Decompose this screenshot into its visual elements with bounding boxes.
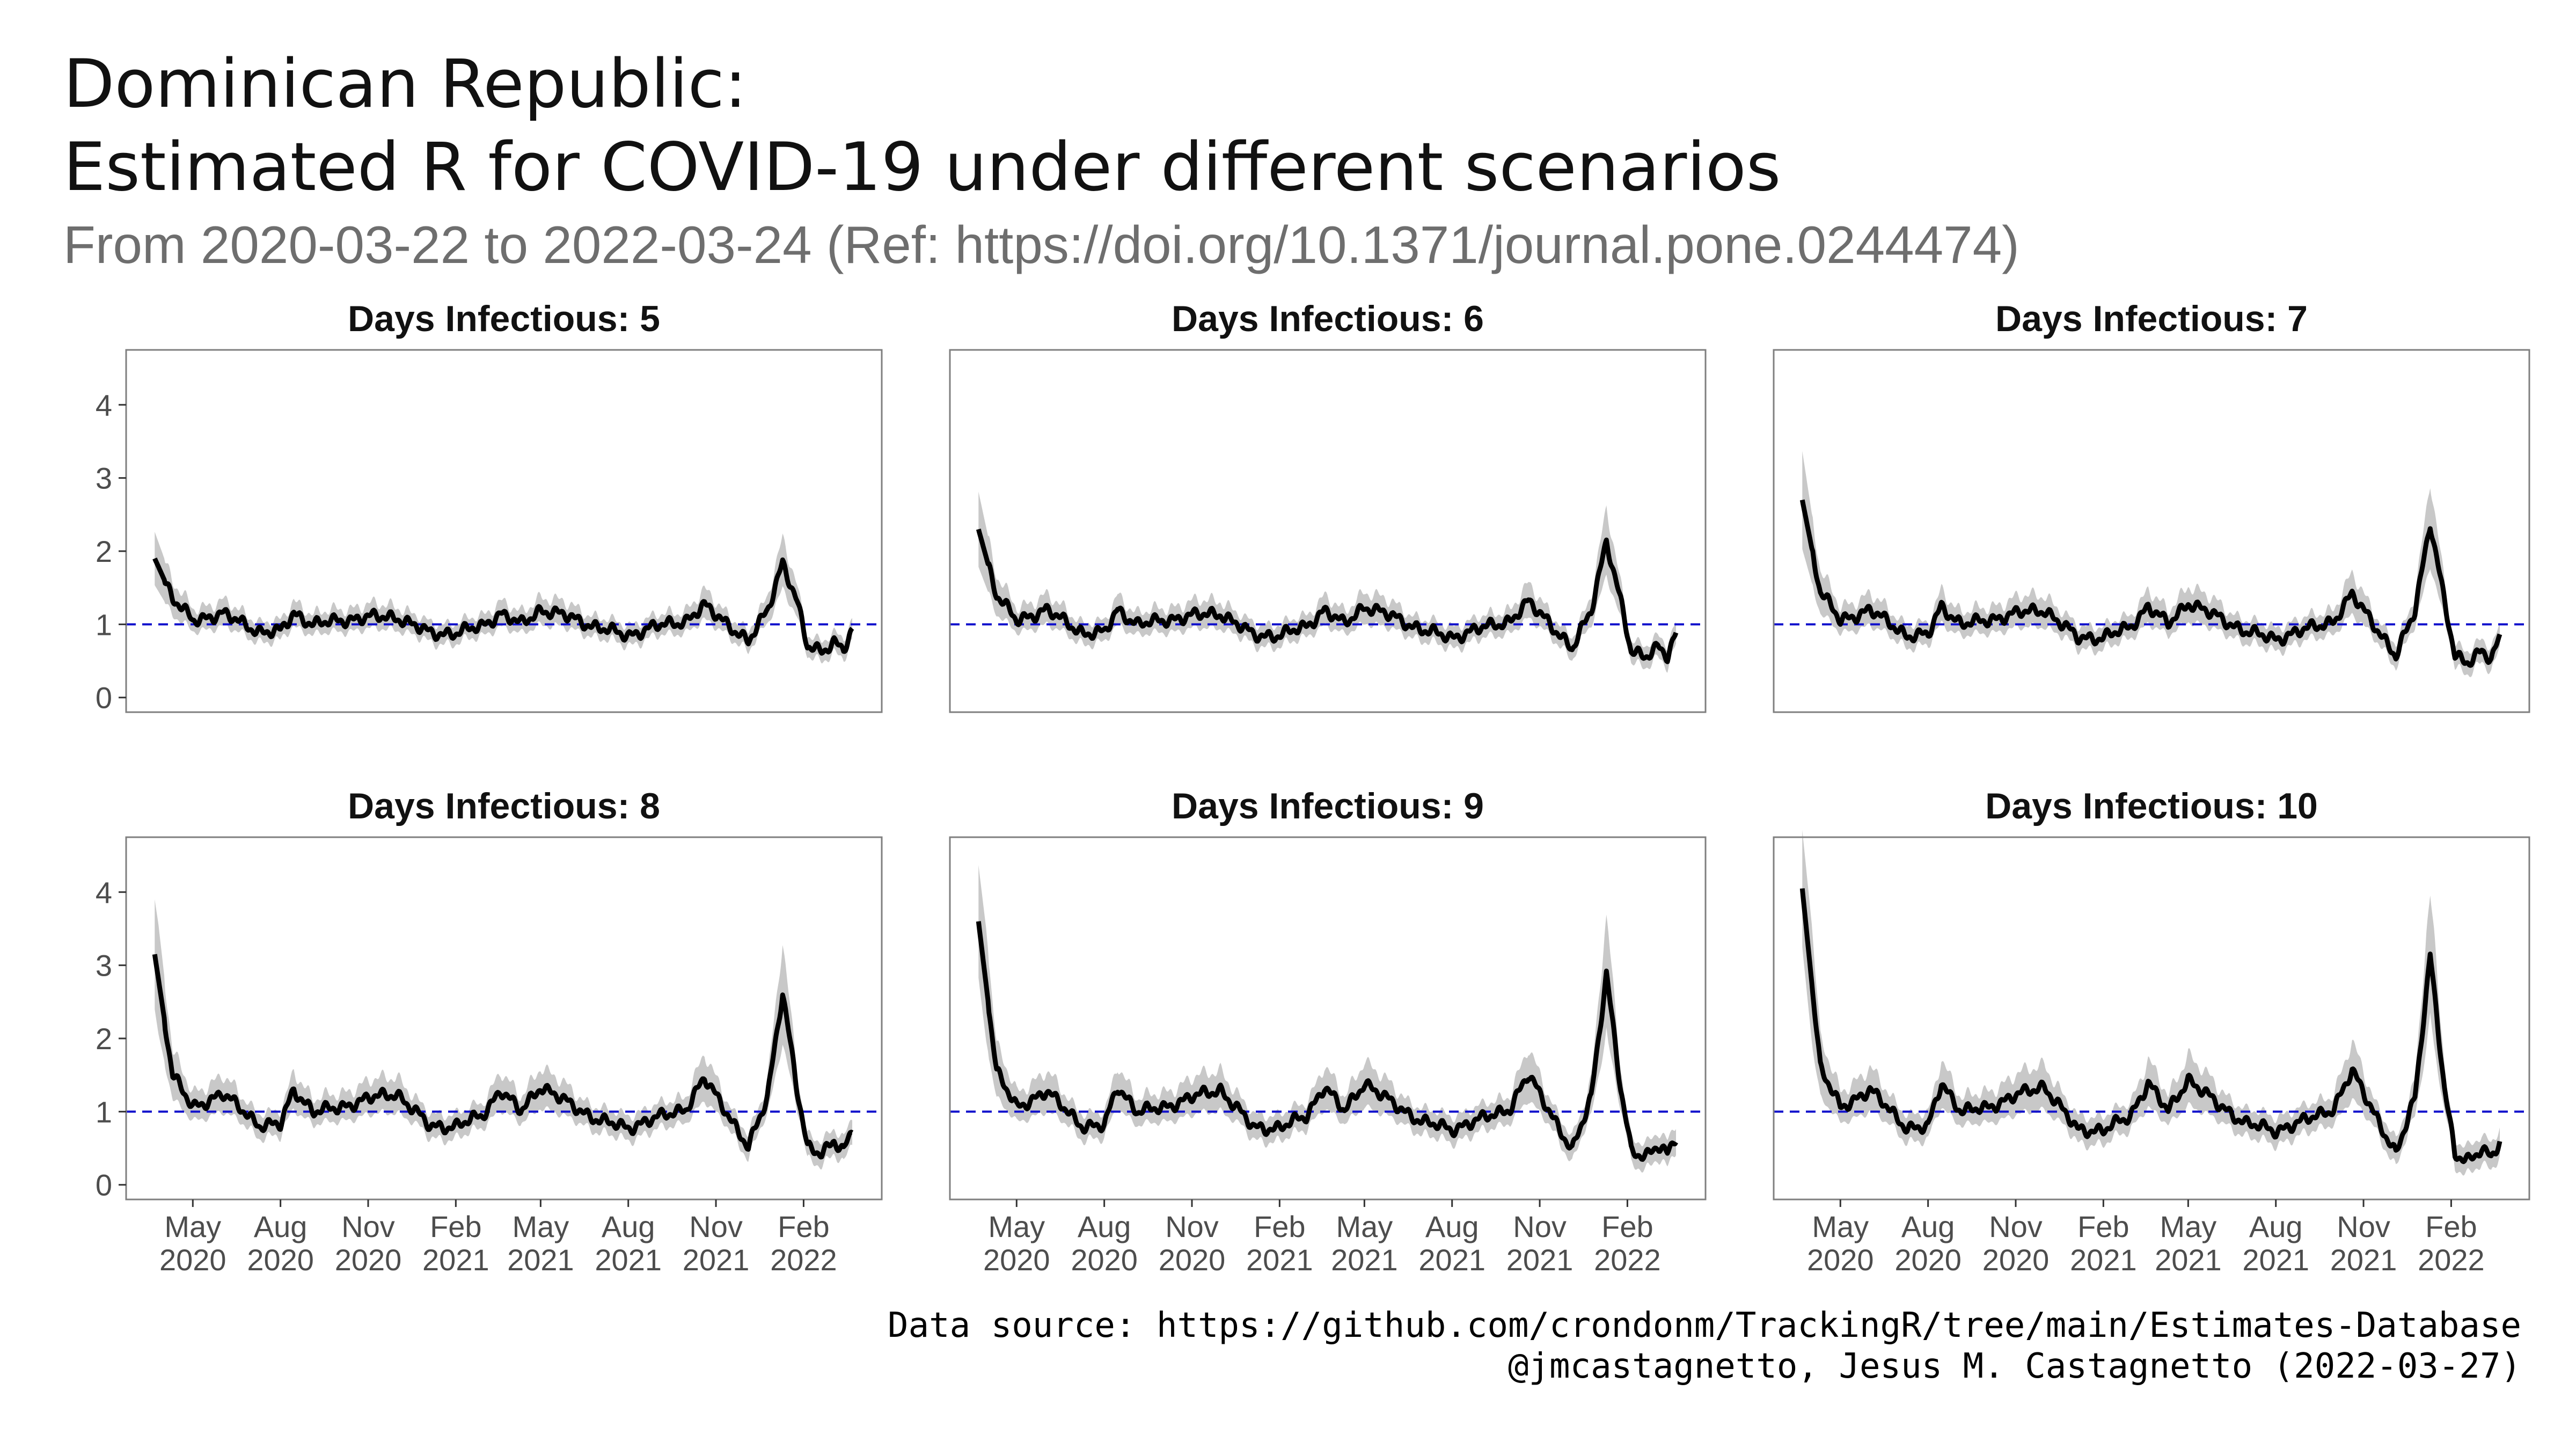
- confidence-band: [978, 492, 1676, 673]
- panel-border: [125, 836, 883, 1201]
- x-tick-label-year: 2021: [1331, 1243, 1398, 1277]
- x-tick-label-month: Feb: [430, 1210, 482, 1243]
- caption-data-source: Data source: https://github.com/crondonm…: [888, 1306, 2521, 1345]
- estimate-line: [976, 528, 1679, 664]
- x-tick-label-year: 2020: [159, 1243, 226, 1277]
- x-tick-label-year: 2020: [1807, 1243, 1874, 1277]
- facet-panel: Days Infectious: 801234May2020Aug2020Nov…: [96, 786, 883, 1277]
- facet-panel: Days Infectious: 10May2020Aug2020Nov2020…: [1773, 786, 2530, 1277]
- x-tick-label-month: Nov: [1989, 1210, 2043, 1243]
- panel-border: [125, 349, 883, 713]
- x-tick-label-year: 2021: [2070, 1243, 2137, 1277]
- x-tick-label-month: Nov: [1513, 1210, 1567, 1243]
- y-tick-label: 0: [96, 1168, 112, 1202]
- x-tick-label-month: Nov: [689, 1210, 743, 1243]
- panel-title: Days Infectious: 9: [1172, 786, 1484, 826]
- y-tick-label: 0: [96, 681, 112, 715]
- x-tick-label-year: 2021: [1506, 1243, 1574, 1277]
- y-tick-label: 4: [96, 875, 112, 909]
- facet-panel: Days Infectious: 5 0 1 2 3 4: [96, 298, 883, 715]
- y-tick-label: 3: [96, 462, 112, 495]
- x-tick-label-year: 2022: [770, 1243, 837, 1277]
- facet-panel: Days Infectious: 7: [1773, 298, 2530, 713]
- x-tick-label-year: 2021: [1246, 1243, 1313, 1277]
- x-tick-label-year: 2021: [2242, 1243, 2309, 1277]
- x-tick-label-year: 2020: [1071, 1243, 1138, 1277]
- y-tick-label: 2: [96, 535, 112, 568]
- estimate-line: [1799, 499, 2502, 668]
- x-tick-label-month: May: [1812, 1210, 1869, 1243]
- x-tick-label-year: 2021: [2330, 1243, 2397, 1277]
- estimate-line: [976, 921, 1678, 1162]
- y-tick-label: 1: [96, 608, 112, 641]
- x-tick-label-year: 2021: [2155, 1243, 2222, 1277]
- x-tick-label-year: 2021: [1418, 1243, 1485, 1277]
- x-tick-label-year: 2020: [335, 1243, 402, 1277]
- panel-border: [1773, 349, 2530, 713]
- x-tick-label-year: 2021: [683, 1243, 750, 1277]
- panel-title: Days Infectious: 5: [348, 298, 660, 339]
- title-line-2: Estimated R for COVID-19 under different…: [63, 129, 1781, 206]
- x-tick-label-month: Nov: [2337, 1210, 2390, 1243]
- x-tick-label-month: Feb: [2077, 1210, 2129, 1243]
- x-tick-label-year: 2021: [595, 1243, 662, 1277]
- x-tick-label-month: Aug: [1425, 1210, 1479, 1243]
- facet-panel: Days Infectious: 9May2020Aug2020Nov2020F…: [949, 786, 1707, 1277]
- x-tick-label-month: May: [164, 1210, 221, 1243]
- chart-title: Dominican Republic: Estimated R for COVI…: [63, 43, 1781, 209]
- panel-title: Days Infectious: 8: [348, 786, 660, 826]
- panel-border: [1773, 836, 2530, 1201]
- x-tick-label-month: May: [988, 1210, 1045, 1243]
- title-line-1: Dominican Republic:: [63, 46, 747, 123]
- panel-border: [949, 836, 1707, 1201]
- y-tick-label: 2: [96, 1022, 112, 1056]
- chart-subtitle: From 2020-03-22 to 2022-03-24 (Ref: http…: [63, 215, 2019, 274]
- x-tick-label-year: 2022: [2418, 1243, 2485, 1277]
- x-tick-label-month: Feb: [778, 1210, 830, 1243]
- confidence-band: [1802, 451, 2500, 677]
- x-tick-label-year: 2022: [1594, 1243, 1661, 1277]
- x-tick-label-month: Aug: [602, 1210, 655, 1243]
- caption-author: @jmcastagnetto, Jesus M. Castagnetto (20…: [1507, 1346, 2521, 1386]
- x-tick-label-year: 2021: [507, 1243, 574, 1277]
- x-tick-label-month: Feb: [2425, 1210, 2477, 1243]
- x-tick-label-month: Nov: [341, 1210, 395, 1243]
- x-tick-label-year: 2020: [1894, 1243, 1962, 1277]
- confidence-band: [1802, 830, 2500, 1176]
- panel-border: [949, 349, 1707, 713]
- confidence-band: [155, 531, 852, 664]
- x-tick-label-month: May: [512, 1210, 569, 1243]
- chart-caption: Data source: https://github.com/crondonm…: [888, 1305, 2521, 1387]
- x-tick-label-year: 2021: [422, 1243, 489, 1277]
- estimate-line: [152, 954, 854, 1160]
- panel-title: Days Infectious: 6: [1172, 298, 1484, 339]
- x-tick-label-month: May: [1336, 1210, 1393, 1243]
- x-tick-label-year: 2020: [1159, 1243, 1226, 1277]
- x-tick-label-month: Aug: [254, 1210, 308, 1243]
- y-tick-label: 4: [96, 388, 112, 422]
- estimate-line: [152, 557, 854, 656]
- y-tick-label: 3: [96, 949, 112, 983]
- x-tick-label-month: Aug: [1078, 1210, 1131, 1243]
- confidence-band: [978, 865, 1676, 1173]
- x-tick-label-month: Feb: [1254, 1210, 1306, 1243]
- x-tick-label-month: Aug: [1901, 1210, 1955, 1243]
- x-tick-label-month: Nov: [1165, 1210, 1219, 1243]
- facet-panel: Days Infectious: 6: [949, 298, 1707, 713]
- panel-title: Days Infectious: 7: [1995, 298, 2308, 339]
- x-tick-label-month: Feb: [1601, 1210, 1653, 1243]
- x-tick-label-year: 2020: [247, 1243, 314, 1277]
- confidence-band: [155, 899, 852, 1170]
- panel-title: Days Infectious: 10: [1985, 786, 2318, 826]
- x-tick-label-month: May: [2160, 1210, 2216, 1243]
- x-tick-label-year: 2020: [983, 1243, 1050, 1277]
- x-tick-label-month: Aug: [2249, 1210, 2303, 1243]
- estimate-line: [1799, 888, 2502, 1165]
- y-tick-label: 1: [96, 1095, 112, 1129]
- x-tick-label-year: 2020: [1982, 1243, 2050, 1277]
